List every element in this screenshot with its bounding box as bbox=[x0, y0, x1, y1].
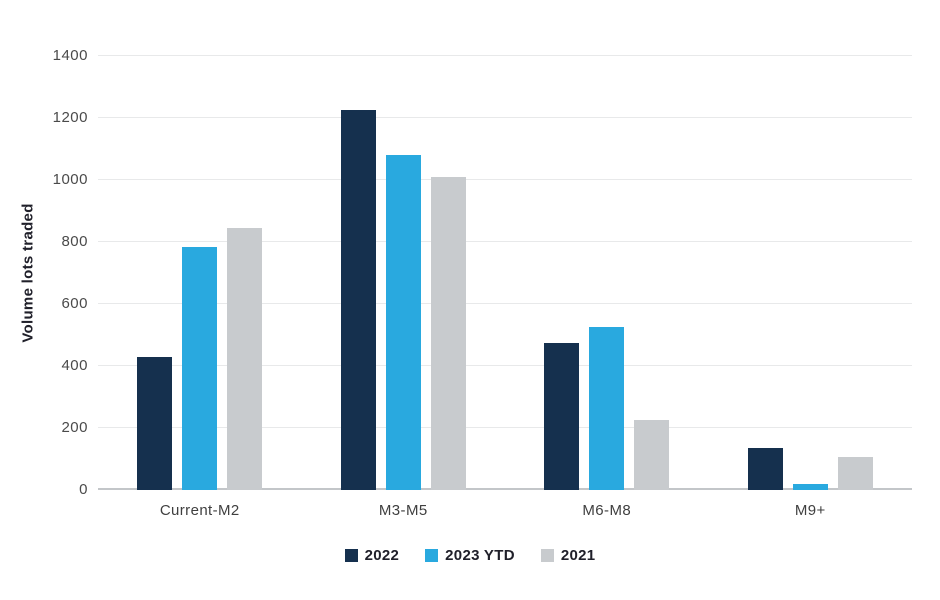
bar-2021-m6-m8 bbox=[634, 420, 670, 490]
bar-2022-m3-m5 bbox=[340, 110, 376, 490]
gridline bbox=[98, 427, 912, 428]
gridline bbox=[98, 55, 912, 56]
legend-item-2022: 2022 bbox=[344, 547, 400, 564]
y-tick-label: 600 bbox=[61, 295, 88, 312]
bar-2022-current-m2 bbox=[137, 356, 173, 490]
legend-label: 2023 YTD bbox=[445, 547, 515, 564]
x-category-label: Current-M2 bbox=[159, 502, 240, 519]
bar-2022-m9+ bbox=[747, 448, 783, 490]
bar-2023-ytd-m3-m5 bbox=[385, 155, 421, 490]
y-tick-label: 0 bbox=[79, 481, 88, 498]
y-tick-label: 1400 bbox=[52, 47, 88, 64]
legend: 2022 2023 YTD 2021 bbox=[0, 547, 940, 564]
x-category-label: M6-M8 bbox=[582, 502, 632, 519]
y-tick-label: 1200 bbox=[52, 109, 88, 126]
bar-2021-m9+ bbox=[837, 457, 873, 490]
bar-2021-m3-m5 bbox=[430, 176, 466, 490]
gridline bbox=[98, 303, 912, 304]
gridline bbox=[98, 179, 912, 180]
x-axis-line bbox=[98, 488, 912, 490]
y-tick-label: 1000 bbox=[52, 171, 88, 188]
legend-label: 2021 bbox=[560, 547, 596, 564]
x-category-label: M9+ bbox=[794, 502, 826, 519]
legend-label: 2022 bbox=[364, 547, 400, 564]
plot-area bbox=[98, 55, 912, 490]
legend-swatch-icon bbox=[540, 549, 554, 562]
bar-2022-m6-m8 bbox=[544, 342, 580, 490]
y-tick-label: 800 bbox=[61, 233, 88, 250]
y-tick-label: 200 bbox=[61, 419, 88, 436]
y-axis-ticks: 0 200 400 600 800 1000 1200 1400 bbox=[0, 47, 88, 498]
gridline bbox=[98, 365, 912, 366]
legend-swatch-icon bbox=[344, 549, 358, 562]
bar-2021-current-m2 bbox=[227, 228, 263, 490]
bar-2023-ytd-m9+ bbox=[792, 483, 828, 490]
bar-2023-ytd-m6-m8 bbox=[589, 327, 625, 490]
x-axis-labels: Current-M2 M3-M5 M6-M8 M9+ bbox=[98, 500, 912, 522]
x-category-label: M3-M5 bbox=[378, 502, 428, 519]
y-tick-label: 400 bbox=[61, 357, 88, 374]
legend-swatch-icon bbox=[425, 549, 439, 562]
bar-2023-ytd-current-m2 bbox=[182, 246, 218, 490]
legend-item-2021: 2021 bbox=[540, 547, 596, 564]
legend-item-2023-ytd: 2023 YTD bbox=[425, 547, 515, 564]
gridline bbox=[98, 241, 912, 242]
gridline bbox=[98, 117, 912, 118]
